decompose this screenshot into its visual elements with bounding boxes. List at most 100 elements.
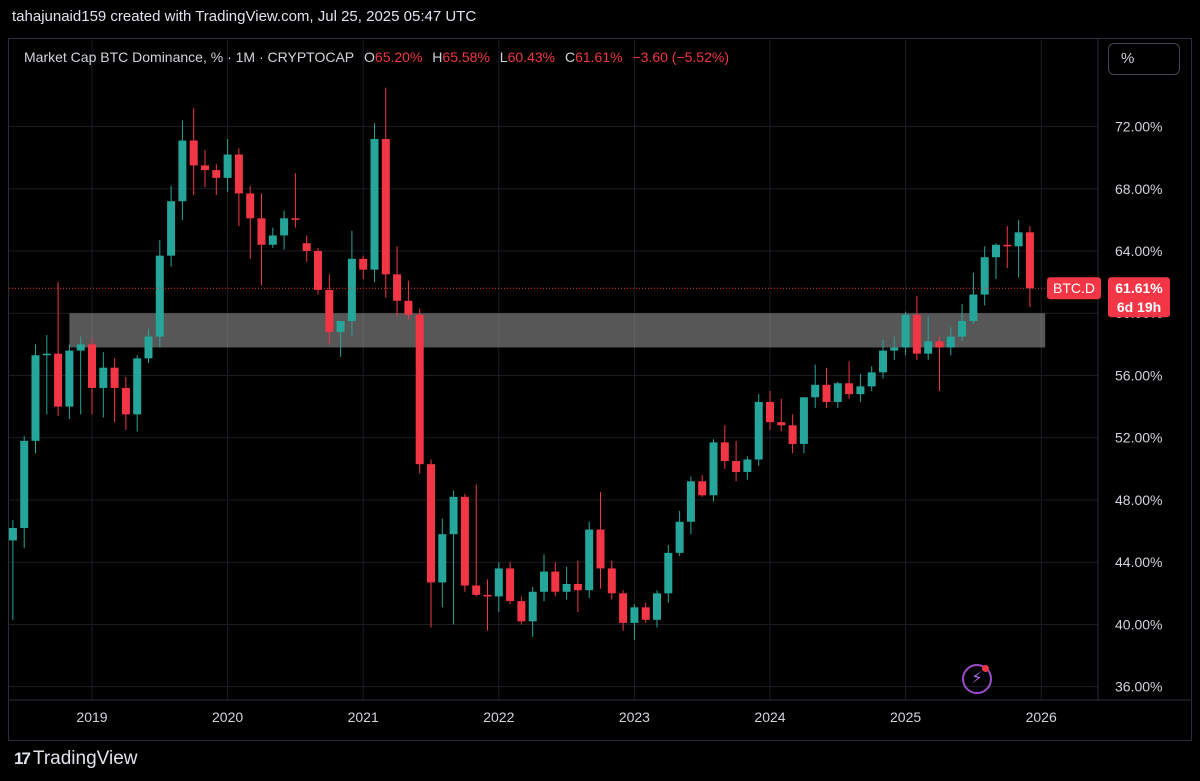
- candle-body[interactable]: [404, 300, 413, 315]
- candle-body[interactable]: [347, 258, 356, 322]
- lightning-icon[interactable]: ⚡: [962, 664, 992, 694]
- candle-body[interactable]: [664, 552, 673, 594]
- candle-body[interactable]: [596, 529, 605, 569]
- candle-body[interactable]: [20, 440, 29, 528]
- candle-body[interactable]: [110, 367, 119, 388]
- candle-body[interactable]: [76, 344, 85, 351]
- candle-body[interactable]: [856, 386, 865, 395]
- candle-body[interactable]: [381, 138, 390, 275]
- candle-body[interactable]: [42, 353, 51, 356]
- candle-body[interactable]: [99, 367, 108, 388]
- candle-body[interactable]: [144, 336, 153, 359]
- candle-body[interactable]: [980, 257, 989, 295]
- candle-body[interactable]: [799, 397, 808, 444]
- chart-frame[interactable]: [8, 38, 1192, 741]
- candle-body[interactable]: [562, 583, 571, 592]
- candle-body[interactable]: [1003, 244, 1012, 247]
- candle-body[interactable]: [935, 341, 944, 348]
- support-zone[interactable]: [69, 313, 1046, 348]
- candle-body[interactable]: [528, 591, 537, 622]
- tradingview-logo[interactable]: 17 TradingView: [14, 748, 137, 770]
- candle-body[interactable]: [845, 383, 854, 395]
- candle-body[interactable]: [720, 442, 729, 462]
- candle-body[interactable]: [280, 218, 289, 236]
- candle-body[interactable]: [178, 140, 187, 202]
- candle-body[interactable]: [641, 607, 650, 620]
- candle-body[interactable]: [325, 289, 334, 332]
- candle-body[interactable]: [573, 583, 582, 591]
- candle-body[interactable]: [969, 294, 978, 322]
- candle-body[interactable]: [811, 384, 820, 398]
- candle-body[interactable]: [268, 235, 277, 245]
- candle-body[interactable]: [607, 568, 616, 594]
- candle-body[interactable]: [121, 387, 130, 415]
- candle-body[interactable]: [302, 243, 311, 251]
- candle-body[interactable]: [833, 383, 842, 402]
- candle-body[interactable]: [370, 138, 379, 270]
- candle-body[interactable]: [257, 218, 266, 245]
- candle-body[interactable]: [709, 442, 718, 496]
- candle-body[interactable]: [540, 571, 548, 592]
- candle-body[interactable]: [427, 464, 435, 583]
- candle-body[interactable]: [54, 353, 63, 407]
- candle-body[interactable]: [291, 218, 300, 220]
- candle-body[interactable]: [585, 529, 594, 591]
- candle-body[interactable]: [189, 140, 198, 166]
- candle-body[interactable]: [336, 321, 345, 332]
- candle-body[interactable]: [234, 154, 243, 194]
- candle-body[interactable]: [438, 534, 447, 583]
- candle-body[interactable]: [653, 593, 661, 620]
- candle-body[interactable]: [822, 384, 831, 402]
- candle-body[interactable]: [867, 372, 876, 387]
- candle-body[interactable]: [619, 593, 628, 623]
- candle-body[interactable]: [155, 255, 164, 337]
- symbol-tag[interactable]: [1047, 277, 1101, 300]
- candle-body[interactable]: [65, 350, 74, 407]
- candle-body[interactable]: [743, 459, 752, 472]
- candle-body[interactable]: [946, 336, 955, 348]
- symbol-label[interactable]: Market Cap BTC Dominance, % · 1M · CRYPT…: [24, 49, 355, 65]
- candle-body[interactable]: [1025, 232, 1034, 289]
- candle-body[interactable]: [167, 201, 176, 256]
- candle-body[interactable]: [1014, 232, 1023, 247]
- candle-body[interactable]: [8, 527, 17, 541]
- candle-body[interactable]: [912, 314, 921, 354]
- candle-body[interactable]: [449, 496, 458, 535]
- candle-body[interactable]: [754, 401, 763, 460]
- candle-body[interactable]: [212, 170, 221, 178]
- candle-body[interactable]: [31, 355, 40, 441]
- candle-body[interactable]: [551, 571, 560, 592]
- candle-body[interactable]: [460, 496, 469, 586]
- candle-body[interactable]: [506, 568, 515, 602]
- candle-body[interactable]: [788, 425, 797, 444]
- candle-body[interactable]: [879, 350, 887, 373]
- price-tag[interactable]: [1108, 277, 1170, 318]
- candle-body[interactable]: [314, 251, 322, 290]
- candle-body[interactable]: [415, 314, 424, 465]
- candle-body[interactable]: [675, 521, 684, 553]
- candle-body[interactable]: [766, 401, 774, 423]
- candle-body[interactable]: [133, 358, 142, 415]
- candle-body[interactable]: [494, 568, 503, 597]
- candle-body[interactable]: [924, 341, 933, 354]
- candle-body[interactable]: [223, 154, 232, 178]
- percent-scale-button[interactable]: %: [1108, 43, 1180, 75]
- candle-body[interactable]: [472, 585, 481, 595]
- candle-body[interactable]: [630, 607, 639, 623]
- candle-body[interactable]: [698, 481, 707, 496]
- candle-body[interactable]: [686, 481, 695, 522]
- candle-body[interactable]: [901, 314, 910, 348]
- candle-body[interactable]: [393, 274, 402, 301]
- candle-body[interactable]: [201, 165, 209, 171]
- candle-body[interactable]: [246, 193, 255, 219]
- candle-body[interactable]: [992, 244, 1000, 258]
- candle-body[interactable]: [359, 258, 368, 270]
- candle-body[interactable]: [890, 347, 899, 351]
- candle-body[interactable]: [777, 422, 786, 426]
- candle-body[interactable]: [483, 594, 492, 597]
- candle-body[interactable]: [88, 344, 96, 388]
- candle-body[interactable]: [958, 321, 967, 337]
- candle-body[interactable]: [732, 461, 741, 472]
- candle-body[interactable]: [517, 601, 526, 622]
